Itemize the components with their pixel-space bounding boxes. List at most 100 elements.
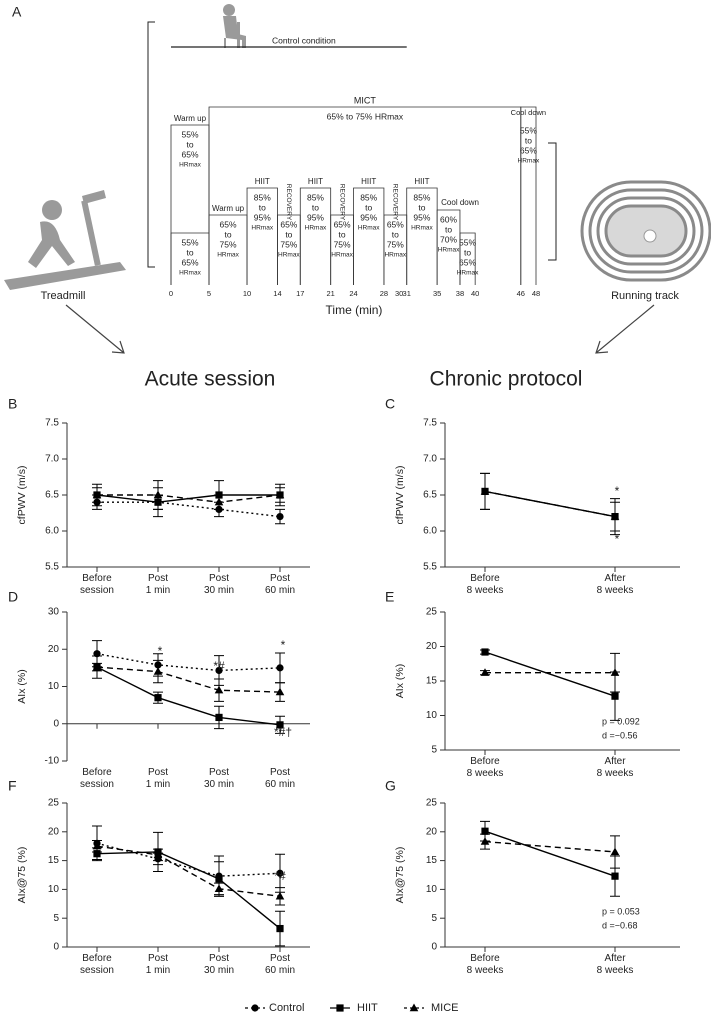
x-tick-label: 0 (169, 289, 173, 298)
annotation: *# (213, 659, 225, 673)
marker (275, 891, 285, 900)
intensity: 85% (254, 192, 271, 202)
intensity: HRmax (179, 270, 201, 277)
y-tick-label: 5 (431, 745, 437, 756)
annotation: *#† (274, 725, 292, 739)
intensity: HRmax (411, 225, 433, 232)
x-tick-label: 40 (471, 289, 479, 298)
legend-label: Control (269, 1002, 304, 1014)
x-tick-label: 14 (273, 289, 281, 298)
x-tick-label: Post 1 min (145, 573, 171, 596)
y-axis-label: AIx (%) (16, 669, 28, 703)
series-line (96, 842, 281, 877)
bracket (548, 142, 557, 261)
x-tick-label: 38 (456, 289, 464, 298)
x-tick-label: After 8 weeks (596, 573, 634, 596)
x-tick-label: Post 30 min (203, 767, 234, 790)
heading: Acute session (145, 368, 276, 391)
marker (480, 837, 490, 845)
marker (92, 662, 102, 671)
chair-icon (223, 4, 246, 48)
intensity: 75% (387, 239, 404, 249)
y-tick-label: 25 (426, 607, 438, 618)
marker (276, 513, 284, 521)
intensity: 95% (307, 212, 324, 222)
x-tick-label: After 8 weeks (596, 953, 634, 976)
marker (153, 667, 163, 675)
series-line (96, 666, 281, 726)
intensity: 55% (182, 237, 199, 247)
x-tick-label: 24 (349, 289, 357, 298)
y-tick-label: 6.0 (45, 526, 59, 537)
segment-label: Warm up (212, 204, 245, 213)
intensity: 95% (360, 212, 377, 222)
y-tick-label: 10 (48, 681, 60, 692)
intensity: 65% (182, 257, 199, 267)
intensity: to (186, 139, 193, 149)
series-line (96, 666, 281, 693)
annotation: d =−0.68 (602, 920, 638, 930)
intensity: 65% (520, 145, 537, 155)
marker (214, 497, 224, 506)
legend-label: HIIT (357, 1002, 378, 1014)
x-axis-label: Time (min) (326, 303, 383, 317)
y-tick-label: 0 (431, 942, 437, 953)
panel-label: D (8, 589, 18, 605)
intensity: HRmax (518, 158, 540, 165)
marker (215, 713, 223, 722)
y-tick-label: 10 (426, 884, 438, 895)
intensity: 65% (459, 257, 476, 267)
segment-label: Cool down (511, 108, 546, 117)
intensity: HRmax (251, 225, 273, 232)
x-tick-label: 10 (243, 289, 251, 298)
intensity: 85% (307, 192, 324, 202)
marker (214, 884, 224, 893)
annotation: p = 0.053 (602, 906, 640, 916)
series-line (96, 845, 281, 898)
annotation: * (158, 644, 163, 658)
y-axis-label: AIx (%) (394, 664, 406, 698)
intensity: 65% (387, 219, 404, 229)
intensity: 85% (360, 192, 377, 202)
heading: Chronic protocol (430, 368, 583, 391)
legend-marker (251, 1004, 259, 1012)
y-tick-label: 15 (426, 676, 438, 687)
marker (276, 924, 284, 933)
segment-label: HIIT (414, 177, 429, 186)
panel-label: F (8, 778, 17, 794)
marker (276, 664, 284, 672)
panel-label: B (8, 396, 17, 412)
segment-label: RECOVERY (285, 184, 292, 221)
intensity: 85% (413, 192, 430, 202)
y-tick-label: 5 (53, 913, 59, 924)
protocol-step (520, 106, 537, 285)
x-tick-label: 28 (380, 289, 388, 298)
legend-label: MICE (431, 1002, 459, 1014)
series-line (484, 651, 616, 697)
x-tick-label: 35 (433, 289, 441, 298)
x-tick-label: 48 (532, 289, 540, 298)
intensity: to (445, 224, 452, 234)
marker (275, 687, 285, 696)
x-tick-label: After 8 weeks (596, 756, 634, 779)
x-tick-label: 5 (207, 289, 211, 298)
y-axis-label: AIx@75 (%) (394, 847, 406, 904)
segment-label: Cool down (441, 198, 479, 207)
y-tick-label: 20 (48, 644, 60, 655)
segment-label: MICT (354, 95, 376, 105)
marker (610, 847, 620, 856)
intensity: HRmax (331, 252, 353, 259)
segment-label: RECOVERY (392, 184, 399, 221)
intensity: 95% (413, 212, 430, 222)
y-tick-label: 5.5 (423, 562, 437, 573)
marker (480, 668, 490, 676)
x-tick-label: Before session (80, 573, 114, 596)
y-tick-label: 0 (53, 718, 59, 729)
annotation: d =−0.56 (602, 730, 638, 740)
intensity: HRmax (358, 225, 380, 232)
intensity: 55% (520, 125, 537, 135)
x-tick-label: 30 (395, 289, 403, 298)
y-tick-label: 20 (48, 826, 60, 837)
marker (610, 668, 620, 676)
segment-label: HIIT (308, 177, 323, 186)
